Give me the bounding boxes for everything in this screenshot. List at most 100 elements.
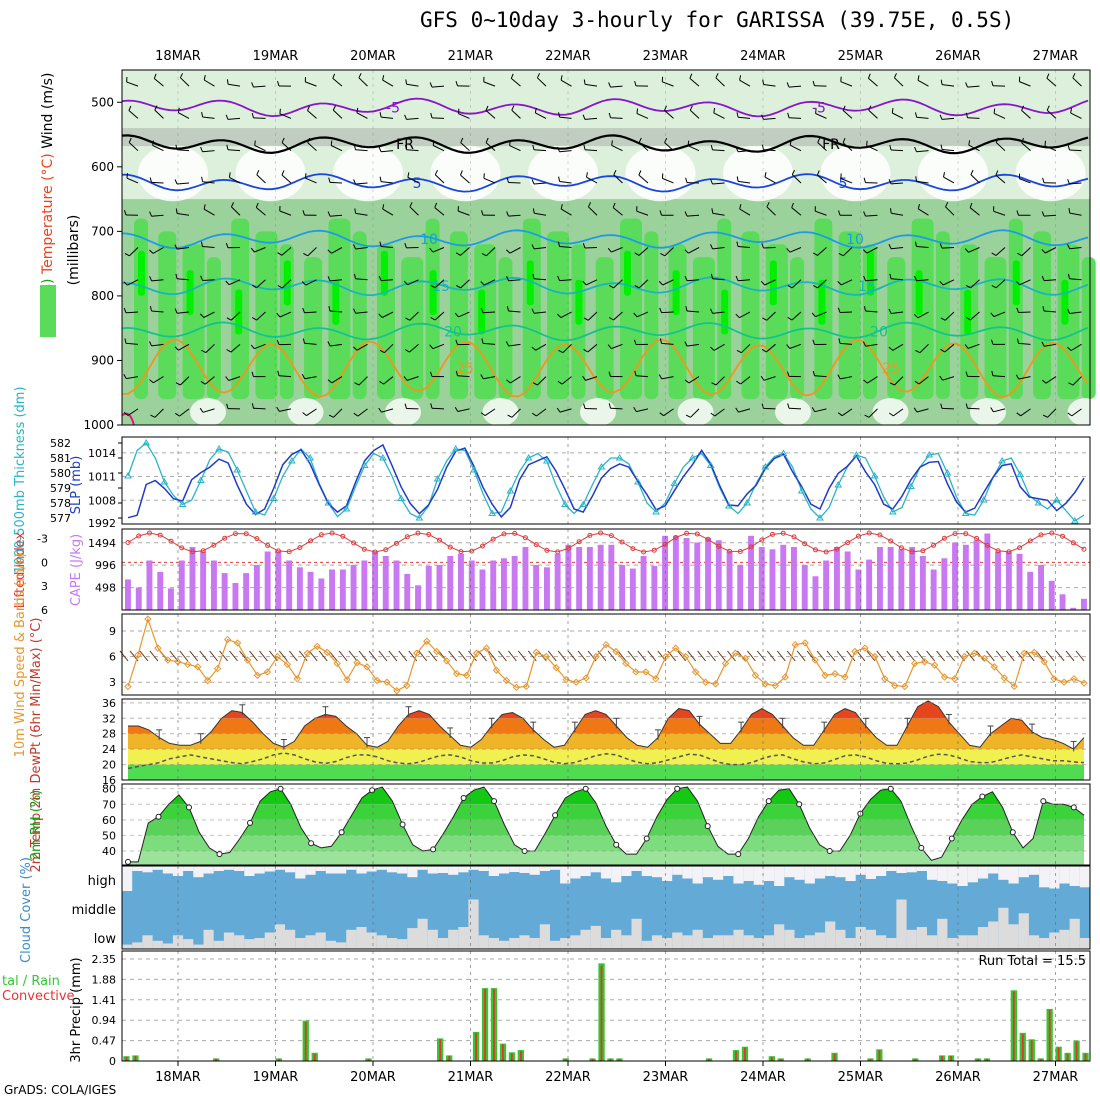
rh-point [430, 846, 437, 853]
cloud-low-bar [1008, 924, 1019, 950]
wind-barb [739, 79, 751, 87]
wind-barb [585, 279, 598, 286]
wind-speed-point [194, 663, 202, 671]
cloud-high-gap [743, 866, 754, 881]
wind-barb [968, 144, 980, 152]
cape-bar [1016, 553, 1023, 611]
wind-barb [1021, 142, 1031, 152]
cloud-high-gap [662, 866, 673, 881]
bottom-date-label: 27MAR [1033, 1070, 1079, 1085]
wind-barb [714, 408, 725, 417]
contour-label: 20 [444, 324, 462, 340]
contour-label: 25 [882, 361, 900, 377]
cloud-high-gap [183, 866, 194, 871]
wind-barb-flag [990, 312, 995, 317]
wind-speed-point [582, 674, 590, 682]
rh-dry-patch [138, 145, 208, 202]
wind-speed-point [542, 652, 550, 661]
wind-barb [355, 182, 368, 185]
wind-barb [586, 176, 598, 184]
wind-barb [227, 149, 241, 152]
wind-barb [664, 142, 674, 152]
wind-barb-flag [531, 346, 536, 351]
panel-frame [121, 865, 1091, 950]
li-point [1017, 545, 1023, 551]
cloud-low-bar [550, 940, 561, 950]
wind-barb-flag [276, 339, 280, 345]
wind-barb-flag [174, 308, 178, 314]
cloud-high-gap [631, 866, 642, 871]
wind-barb-flag [429, 82, 433, 88]
wind-barb [380, 150, 394, 153]
cloud-low-bar [478, 935, 489, 950]
wind-barb-flag [739, 75, 742, 81]
wind-barb [739, 311, 751, 319]
wind-barb-flag [817, 137, 821, 143]
wind-barb-flag [455, 370, 458, 376]
surface-wind-barb [169, 650, 179, 662]
wind-speed-point [472, 649, 481, 657]
wind-barb [329, 181, 343, 184]
rh-dry-patch [872, 398, 909, 427]
wind-barb [534, 212, 547, 216]
wind-barb [942, 149, 955, 152]
wind-barb-flag [531, 244, 535, 250]
wind-barb [536, 408, 547, 417]
wind-barb [355, 311, 368, 314]
top-date-label: 22MAR [545, 49, 591, 64]
wind-barb [763, 84, 776, 87]
cloud-low-bar [142, 935, 153, 950]
cloud-low-bar [234, 935, 245, 950]
cloud-layer-label: low [94, 932, 117, 947]
top-date-label: 18MAR [155, 49, 201, 64]
cloud-high-gap [1069, 866, 1080, 886]
wind-barb-flag [634, 252, 640, 256]
precip-convective-bar [914, 1058, 917, 1061]
temp-tick-label: 16 [102, 774, 116, 787]
wind-barb-flag [684, 275, 688, 281]
thickness-tick-label: 581 [50, 452, 71, 465]
wind-barb [228, 83, 241, 87]
surface-wind-barb [906, 650, 916, 662]
cloud-low-bar [305, 935, 316, 950]
surface-wind-barb [687, 650, 697, 662]
wind-barb-flag [175, 382, 181, 386]
wind-barb-flag [175, 412, 180, 417]
rh-saturated-cell [867, 250, 874, 296]
thickness-line [127, 442, 1085, 522]
wind-barb [612, 207, 623, 216]
wind-barb-flag [199, 407, 204, 413]
wind-speed-point [343, 675, 351, 684]
cloud-high-gap [223, 866, 235, 870]
wind-barb [840, 279, 853, 286]
wind-barb [585, 376, 598, 381]
wind-barb [560, 79, 572, 87]
wind-barb-flag [201, 176, 204, 182]
wind-barb-flag [1067, 346, 1072, 351]
cloud-high-gap [896, 866, 907, 873]
li-point [1027, 538, 1033, 544]
wind-speed-point [233, 639, 242, 647]
wind-barb-flag [914, 275, 917, 281]
wind-barb-flag [226, 349, 232, 353]
wind-barb [638, 279, 649, 289]
wind-barb-flag [485, 105, 489, 111]
cloud-low-bar [193, 944, 204, 949]
li-point [974, 535, 980, 541]
wind-barb-flag [302, 210, 305, 216]
wind-speed-point [1030, 648, 1038, 657]
ytick-label: 900 [91, 353, 114, 367]
rh-point [460, 795, 467, 801]
wind-barb [788, 85, 802, 88]
wind-barb-flag [659, 307, 662, 313]
wind-barb [483, 81, 496, 87]
wind-barb-flag [327, 211, 331, 217]
thickness-point [324, 499, 333, 506]
cloud-low-bar [570, 935, 581, 950]
wind-barb-flag [664, 137, 668, 143]
wind-barb-flag [277, 81, 280, 87]
wind-barb [281, 142, 292, 152]
wind-barb-flag [1067, 412, 1073, 417]
wind-barb-flag [200, 380, 206, 385]
surface-wind-barb [308, 650, 318, 662]
